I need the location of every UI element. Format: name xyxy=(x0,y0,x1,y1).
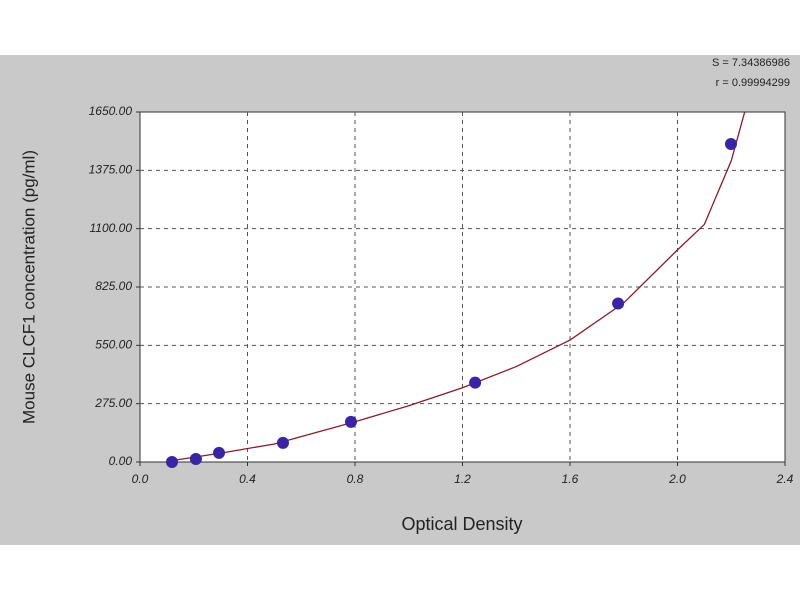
data-point xyxy=(469,376,482,389)
x-tick-label: 1.2 xyxy=(454,472,471,486)
y-tick-label: 825.00 xyxy=(95,279,132,293)
x-tick-label: 0.4 xyxy=(239,472,256,486)
x-tick-label: 0.0 xyxy=(132,472,149,486)
y-tick-label: 1100.00 xyxy=(90,221,133,235)
y-tick-label: 275.00 xyxy=(94,396,132,410)
data-point xyxy=(276,436,289,449)
x-tick-label: 2.0 xyxy=(668,472,686,486)
x-tick-label: 0.8 xyxy=(347,472,364,486)
data-point xyxy=(213,446,226,459)
y-axis-title: Mouse CLCF1 concentration (pg/ml) xyxy=(19,150,38,424)
y-tick-label: 550.00 xyxy=(95,338,132,352)
data-point xyxy=(724,138,737,151)
x-tick-label: 2.4 xyxy=(776,472,794,486)
y-tick-label: 0.00 xyxy=(109,454,133,468)
data-point xyxy=(189,453,202,466)
data-point xyxy=(165,456,178,468)
annotation: r = 0.99994299 xyxy=(716,77,790,89)
data-point xyxy=(612,297,625,310)
x-axis-title: Optical Density xyxy=(401,514,522,534)
annotation: S = 7.34386986 xyxy=(712,57,790,69)
fit-curve xyxy=(166,111,746,463)
data-point xyxy=(344,415,357,428)
y-tick-label: 1650.00 xyxy=(89,104,133,118)
x-tick-label: 1.6 xyxy=(562,472,579,486)
y-tick-label: 1375.00 xyxy=(89,163,133,177)
